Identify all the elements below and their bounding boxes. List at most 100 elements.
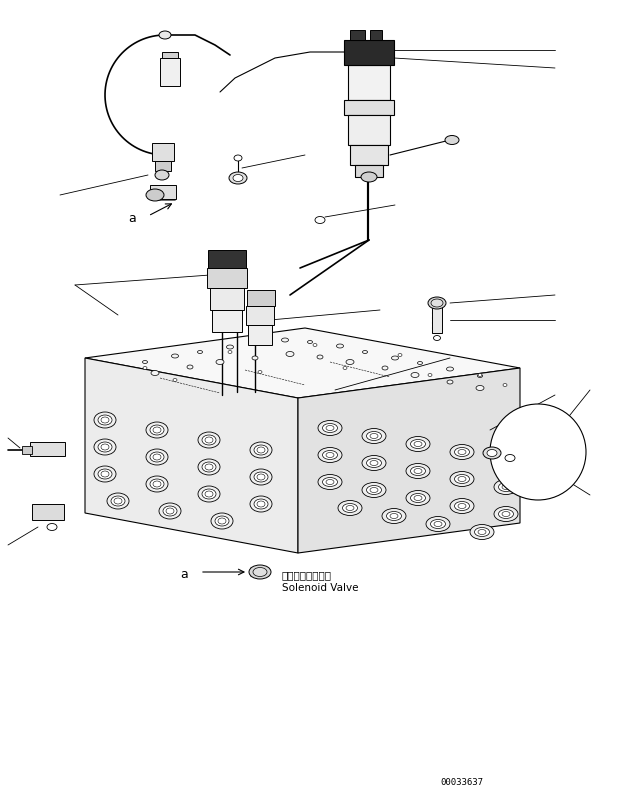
Ellipse shape: [494, 480, 518, 495]
Ellipse shape: [317, 355, 323, 359]
Ellipse shape: [458, 476, 466, 481]
Text: ソレノイドバルブ: ソレノイドバルブ: [282, 570, 332, 580]
Ellipse shape: [433, 336, 441, 341]
Ellipse shape: [227, 345, 234, 349]
Ellipse shape: [250, 442, 272, 458]
Ellipse shape: [483, 447, 501, 459]
Ellipse shape: [478, 530, 486, 534]
Ellipse shape: [391, 356, 399, 360]
Ellipse shape: [503, 384, 507, 387]
Ellipse shape: [249, 565, 271, 579]
Bar: [348, 65, 390, 100]
Ellipse shape: [254, 472, 268, 482]
Bar: [355, 165, 383, 177]
Polygon shape: [298, 368, 520, 553]
Ellipse shape: [254, 445, 268, 455]
Bar: [155, 161, 171, 171]
Ellipse shape: [257, 447, 265, 453]
Bar: [344, 40, 394, 65]
Polygon shape: [85, 358, 298, 553]
Ellipse shape: [502, 457, 510, 462]
Ellipse shape: [398, 353, 402, 357]
Bar: [160, 58, 180, 86]
Ellipse shape: [370, 461, 378, 465]
Ellipse shape: [146, 476, 168, 492]
Ellipse shape: [150, 452, 164, 462]
Ellipse shape: [410, 467, 426, 476]
Ellipse shape: [159, 503, 181, 519]
Ellipse shape: [431, 299, 443, 307]
Ellipse shape: [458, 449, 466, 454]
Ellipse shape: [318, 475, 342, 489]
Bar: [350, 30, 365, 40]
Ellipse shape: [101, 471, 109, 477]
Ellipse shape: [323, 477, 337, 487]
Bar: [247, 290, 275, 306]
Ellipse shape: [252, 356, 258, 360]
Ellipse shape: [362, 456, 386, 471]
Polygon shape: [85, 328, 520, 398]
Bar: [152, 143, 174, 161]
Ellipse shape: [151, 371, 159, 376]
Ellipse shape: [445, 136, 459, 145]
Ellipse shape: [198, 459, 220, 475]
Ellipse shape: [187, 365, 193, 369]
Ellipse shape: [370, 434, 378, 438]
Ellipse shape: [414, 441, 422, 446]
Ellipse shape: [336, 344, 344, 348]
Ellipse shape: [428, 297, 446, 309]
Ellipse shape: [211, 513, 233, 529]
Ellipse shape: [155, 170, 169, 180]
Ellipse shape: [454, 475, 470, 484]
Ellipse shape: [426, 517, 450, 531]
Ellipse shape: [143, 360, 148, 364]
Ellipse shape: [205, 464, 213, 470]
Bar: [22, 446, 32, 454]
Ellipse shape: [153, 454, 161, 460]
Ellipse shape: [166, 508, 174, 514]
Ellipse shape: [146, 422, 168, 438]
Ellipse shape: [361, 172, 377, 182]
Ellipse shape: [150, 479, 164, 489]
Ellipse shape: [202, 489, 216, 499]
Ellipse shape: [386, 511, 402, 521]
Ellipse shape: [258, 341, 263, 345]
Bar: [348, 115, 390, 145]
Ellipse shape: [346, 506, 354, 511]
Ellipse shape: [494, 507, 518, 522]
Ellipse shape: [98, 415, 112, 425]
Ellipse shape: [153, 481, 161, 487]
Ellipse shape: [146, 189, 164, 201]
Ellipse shape: [382, 366, 388, 370]
Circle shape: [490, 404, 586, 500]
Ellipse shape: [146, 449, 168, 465]
Ellipse shape: [487, 449, 497, 457]
Ellipse shape: [172, 354, 179, 358]
Ellipse shape: [431, 519, 446, 529]
Ellipse shape: [218, 518, 226, 524]
Ellipse shape: [338, 500, 362, 515]
Ellipse shape: [382, 508, 406, 523]
Ellipse shape: [450, 499, 474, 514]
Ellipse shape: [143, 367, 147, 369]
Ellipse shape: [370, 488, 378, 492]
Ellipse shape: [366, 485, 381, 495]
Ellipse shape: [390, 514, 398, 518]
Bar: [370, 30, 382, 40]
Ellipse shape: [250, 496, 272, 512]
Ellipse shape: [150, 425, 164, 435]
Ellipse shape: [450, 472, 474, 487]
Bar: [344, 100, 394, 115]
Ellipse shape: [173, 379, 177, 381]
Ellipse shape: [286, 352, 294, 357]
Ellipse shape: [253, 568, 267, 576]
Ellipse shape: [101, 444, 109, 450]
Ellipse shape: [94, 466, 116, 482]
Ellipse shape: [418, 361, 423, 364]
Ellipse shape: [254, 499, 268, 509]
Ellipse shape: [257, 501, 265, 507]
Ellipse shape: [366, 431, 381, 441]
Ellipse shape: [406, 437, 430, 452]
Ellipse shape: [343, 367, 347, 369]
Ellipse shape: [94, 412, 116, 428]
